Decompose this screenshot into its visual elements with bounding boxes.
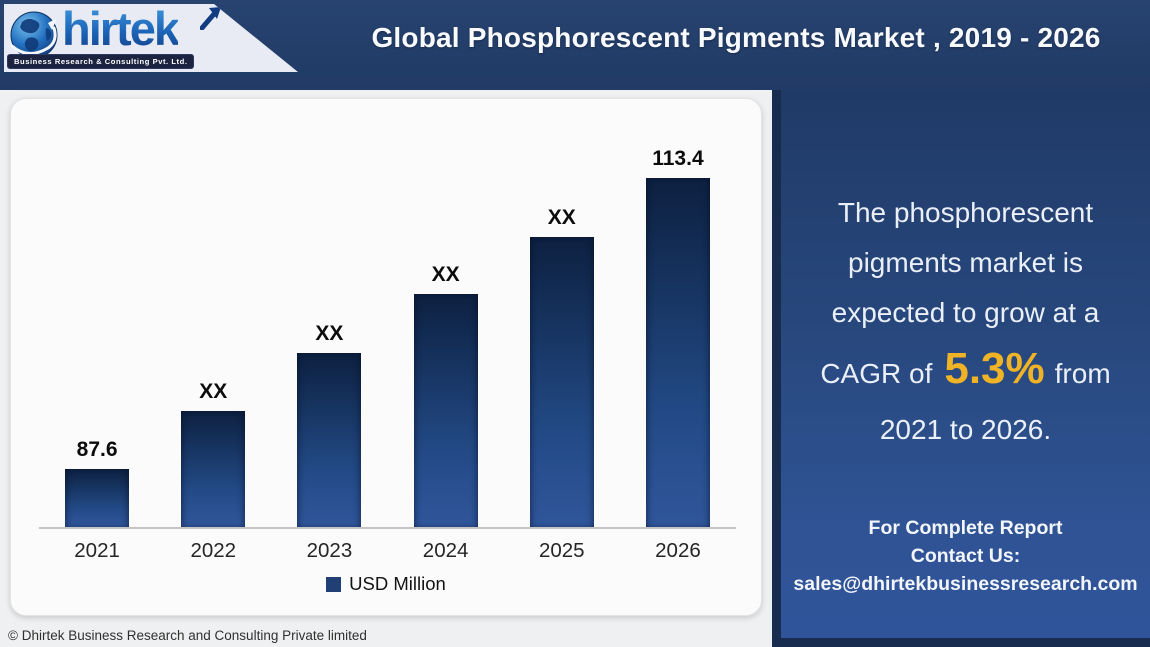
x-axis-label-2025: 2025 [538,539,585,562]
cagr-suffix: from [1054,358,1111,389]
legend-swatch-icon [326,576,342,592]
brand-wordmark: hirtek [62,2,180,55]
header-bar: Global Phosphorescent Pigments Market , … [0,0,1150,90]
bar-2022 [181,411,246,527]
bar-column-2024: XX [388,263,504,527]
bar-value-label-2024: XX [431,263,460,286]
contact-heading: For Complete Report [868,517,1063,539]
x-axis-label-2026: 2026 [655,539,701,562]
summary-last-line: 2021 to 2026. [879,414,1052,445]
bar-column-2025: XX [504,206,620,527]
growth-arrow-icon [200,7,221,30]
brand-logo: hirtek Business Research & Consulting Pv… [4,4,298,72]
globe-icon [10,11,58,59]
bar-2026 [645,178,710,527]
market-summary: The phosphorescent pigments market is ex… [781,188,1150,455]
cagr-prefix: CAGR of [820,358,933,389]
side-panel: The phosphorescent pigments market is ex… [772,90,1150,647]
bar-2025 [529,237,594,527]
x-axis-row: 2021 2022 2023 2024 2025 2026 [39,539,736,563]
contact-subheading: Contact Us: [910,545,1021,567]
summary-line: The phosphorescent [837,197,1094,228]
bar-2023 [297,353,362,527]
summary-line: pigments market is [848,247,1083,278]
plot-area: 87.6 XX XX XX XX 113.4 [39,147,736,529]
x-axis-label-2024: 2024 [422,539,469,562]
x-axis-label-2021: 2021 [74,539,120,562]
x-axis-label-2023: 2023 [306,539,353,562]
bar-2021 [65,469,130,527]
contact-block: For Complete Report Contact Us: sales@dh… [781,514,1150,598]
bar-column-2022: XX [155,380,271,527]
bar-value-label-2023: XX [315,322,344,345]
legend: USD Million [11,573,761,595]
summary-line: expected to grow at a [831,297,1100,328]
bar-2024 [413,294,478,527]
cagr-value: 5.3% [944,344,1045,393]
bar-column-2026: 113.4 [620,147,736,527]
bar-column-2021: 87.6 [39,438,155,527]
bar-column-2023: XX [271,322,387,527]
bar-value-label-2026: 113.4 [652,147,704,170]
brand-tagline: Business Research & Consulting Pvt. Ltd. [8,55,194,68]
bar-value-label-2025: XX [547,206,576,229]
copyright-text: © Dhirtek Business Research and Consulti… [8,628,367,643]
contact-email: sales@dhirtekbusinessresearch.com [793,573,1138,595]
chart-section: 87.6 XX XX XX XX 113.4 2021 2022 2023 2024 2025 20… [0,90,772,647]
page-title: Global Phosphorescent Pigments Market , … [371,22,1101,53]
x-axis-label-2022: 2022 [190,539,237,562]
chart-card: 87.6 XX XX XX XX 113.4 2021 2022 2023 2024 2025 20… [10,98,762,616]
bar-value-label-2021: 87.6 [76,438,118,461]
bar-value-label-2022: XX [199,380,228,403]
legend-label: USD Million [349,573,446,594]
cagr-line: CAGR of 5.3% from [781,338,1150,405]
